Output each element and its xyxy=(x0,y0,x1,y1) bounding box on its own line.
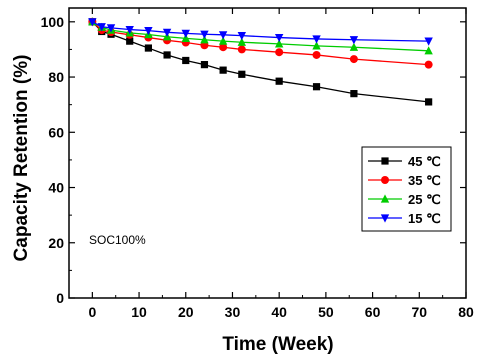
data-point xyxy=(219,43,228,52)
data-point xyxy=(200,35,209,44)
y-axis-title: Capacity Retention (%) xyxy=(11,55,32,262)
series-line xyxy=(92,21,429,52)
legend: 45 ℃ 35 ℃ 25 ℃ 15 ℃ xyxy=(361,146,452,232)
x-tick-label: 60 xyxy=(365,304,381,320)
data-point xyxy=(218,36,228,45)
x-tick-label: 30 xyxy=(225,304,241,320)
data-point xyxy=(218,31,228,40)
data-point xyxy=(237,37,247,46)
series-0 xyxy=(88,18,433,106)
x-tick-label: 50 xyxy=(318,304,334,320)
data-point xyxy=(425,98,433,106)
y-tick-label: 100 xyxy=(41,14,65,30)
data-point xyxy=(125,25,134,35)
data-point xyxy=(106,24,116,33)
series-layer xyxy=(88,17,433,106)
y-tick-label: 20 xyxy=(48,235,64,251)
legend-label: 25 ℃ xyxy=(408,192,441,207)
x-tick-label: 40 xyxy=(271,304,287,320)
data-point xyxy=(126,37,134,45)
data-point xyxy=(88,18,97,27)
x-axis-title: Time (Week) xyxy=(222,334,333,355)
data-point xyxy=(424,37,433,46)
soc-annotation: SOC100% xyxy=(89,233,146,247)
data-point xyxy=(144,44,152,52)
data-point xyxy=(349,36,359,45)
data-point xyxy=(238,70,246,78)
data-point xyxy=(200,30,209,39)
legend-marker xyxy=(381,157,389,165)
data-point xyxy=(219,66,227,74)
legend-marker xyxy=(380,194,390,203)
data-point xyxy=(162,28,172,37)
data-point xyxy=(275,77,283,85)
data-point xyxy=(97,23,106,32)
data-point xyxy=(237,45,246,54)
data-point xyxy=(312,35,321,44)
legend-marker xyxy=(380,214,390,223)
x-tick-label: 20 xyxy=(178,304,194,320)
data-point xyxy=(200,61,209,69)
plot-frame xyxy=(68,7,467,299)
y-tick-label: 40 xyxy=(48,180,64,196)
data-point xyxy=(312,50,321,59)
data-point xyxy=(424,60,433,69)
x-tick-label: 10 xyxy=(131,304,147,320)
y-tick-label: 0 xyxy=(56,290,64,306)
data-point xyxy=(274,33,284,43)
series-line xyxy=(92,21,429,42)
data-point xyxy=(424,46,433,55)
data-point xyxy=(237,32,247,41)
data-point xyxy=(181,29,190,39)
data-point xyxy=(312,83,321,91)
data-point xyxy=(349,42,359,51)
x-tick-label: 80 xyxy=(458,304,474,320)
legend-marker xyxy=(381,176,389,184)
data-point xyxy=(350,90,358,98)
y-tick-label: 60 xyxy=(48,124,64,140)
data-point xyxy=(275,48,284,57)
x-tick-label: 0 xyxy=(88,304,96,320)
data-point xyxy=(163,51,171,59)
data-point xyxy=(144,27,153,36)
legend-label: 35 ℃ xyxy=(408,173,441,188)
x-tick-label: 70 xyxy=(412,304,428,320)
data-point xyxy=(312,41,321,50)
legend-label: 15 ℃ xyxy=(408,211,441,226)
axes-layer: 0 10 20 30 40 50 60 70 80 0 20 40 60 80 100 xyxy=(41,7,474,320)
data-point xyxy=(349,55,358,64)
y-tick-label: 80 xyxy=(48,69,64,85)
series-3 xyxy=(88,18,433,46)
data-point xyxy=(182,56,190,65)
legend-label: 45 ℃ xyxy=(408,154,441,169)
data-point xyxy=(274,39,284,48)
